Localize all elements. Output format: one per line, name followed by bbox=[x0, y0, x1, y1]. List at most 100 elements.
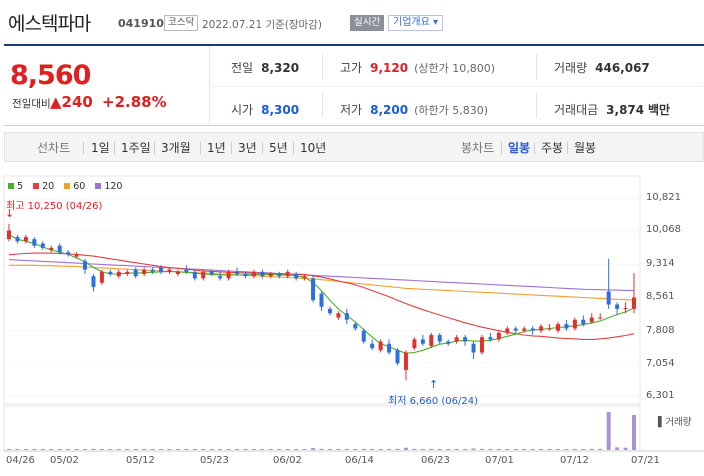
candle-body bbox=[623, 308, 628, 310]
x-tick: 06/14 bbox=[345, 455, 374, 466]
trade-volume: 거래량 446,067 bbox=[554, 61, 650, 75]
candle-body bbox=[479, 337, 484, 353]
high-arrow-icon: ↓ bbox=[5, 207, 15, 220]
tab-line-chart[interactable]: 선차트 bbox=[37, 141, 71, 155]
candle-body bbox=[150, 269, 155, 272]
tab-candle-chart[interactable]: 봉차트 bbox=[461, 141, 495, 155]
volume-bar bbox=[201, 449, 206, 450]
volume-bar bbox=[395, 448, 400, 450]
candle-body bbox=[336, 313, 341, 318]
candle-body bbox=[125, 271, 130, 275]
candle-body bbox=[530, 328, 535, 331]
tab-1year[interactable]: 1년 bbox=[207, 141, 226, 155]
volume-bar bbox=[344, 449, 349, 450]
volume-bar bbox=[167, 449, 172, 450]
tab-1week[interactable]: 1주일 bbox=[121, 141, 151, 155]
volume-bar bbox=[302, 449, 307, 450]
candle-body bbox=[277, 274, 282, 277]
volume-bar bbox=[437, 449, 442, 450]
candle-body bbox=[226, 271, 231, 279]
tab-3years[interactable]: 3년 bbox=[238, 141, 257, 155]
open-price: 시가 8,300 bbox=[231, 103, 300, 117]
tab-weekly[interactable]: 주봉 bbox=[541, 141, 564, 155]
volume-bar bbox=[260, 449, 265, 450]
y-tick: 9,314 bbox=[646, 258, 675, 269]
volume-bar bbox=[74, 449, 79, 450]
volume-bar bbox=[277, 449, 282, 450]
candle-body bbox=[564, 324, 569, 329]
y-tick: 10,068 bbox=[646, 224, 681, 235]
candle-body bbox=[471, 343, 476, 353]
candle-body bbox=[133, 269, 138, 277]
volume-bar bbox=[589, 448, 594, 450]
candle-body bbox=[319, 293, 324, 307]
reference-date: 2022.07.21 기준(장마감) bbox=[202, 19, 322, 31]
volume-bar bbox=[403, 447, 408, 450]
divider bbox=[322, 92, 323, 118]
low-annotation: 최저 6,660 (06/24) bbox=[388, 396, 479, 407]
tab-3months[interactable]: 3개월 bbox=[161, 141, 191, 155]
company-name[interactable]: 에스텍파마 bbox=[8, 13, 91, 35]
legend-ma60: 60 bbox=[64, 181, 85, 192]
candle-body bbox=[454, 337, 459, 342]
change-value: ▲240 bbox=[50, 93, 93, 111]
candle-body bbox=[294, 274, 299, 279]
candle-body bbox=[159, 267, 164, 272]
candle-body bbox=[268, 274, 273, 277]
volume-bar bbox=[606, 412, 611, 450]
candle-body bbox=[108, 271, 113, 275]
up-triangle-icon: ▲ bbox=[50, 93, 62, 111]
volume-bar bbox=[327, 449, 332, 450]
volume-bar bbox=[285, 449, 290, 450]
current-price: 8,560 bbox=[10, 60, 91, 91]
volume-bar bbox=[513, 449, 518, 450]
candle-body bbox=[344, 313, 349, 320]
candle-body bbox=[142, 269, 147, 275]
tab-5years[interactable]: 5년 bbox=[269, 141, 288, 155]
volume-bar bbox=[412, 448, 417, 450]
company-info-dropdown[interactable]: 기업개요 ▾ bbox=[388, 15, 443, 31]
volume-bar bbox=[539, 449, 544, 450]
volume-bar bbox=[311, 448, 316, 450]
candle-body bbox=[589, 317, 594, 322]
ma-line-ma5 bbox=[8, 234, 635, 354]
x-tick: 05/12 bbox=[126, 455, 155, 466]
candle-body bbox=[74, 254, 79, 257]
prev-close: 전일 8,320 bbox=[231, 61, 300, 75]
candle-body bbox=[513, 328, 518, 331]
candle-body bbox=[7, 230, 11, 240]
tab-monthly[interactable]: 월봉 bbox=[574, 141, 597, 155]
x-tick: 07/01 bbox=[485, 455, 514, 466]
divider bbox=[536, 54, 537, 80]
tab-10years[interactable]: 10년 bbox=[300, 141, 327, 155]
volume-bar bbox=[353, 449, 358, 450]
volume-bar bbox=[555, 449, 560, 450]
tab-1day[interactable]: 1일 bbox=[91, 141, 110, 155]
candle-body bbox=[32, 239, 37, 246]
trade-amount: 거래대금 3,874 백만 bbox=[554, 103, 671, 117]
volume-bar bbox=[91, 448, 96, 450]
change-percent: +2.88% bbox=[102, 93, 167, 111]
volume-bar bbox=[66, 449, 71, 450]
candle-body bbox=[49, 247, 54, 251]
candle-body bbox=[615, 304, 620, 309]
tab-daily[interactable]: 일봉 bbox=[508, 141, 531, 155]
candle-body bbox=[361, 330, 366, 342]
ma-line-ma20 bbox=[8, 252, 635, 340]
volume-bar bbox=[505, 449, 510, 450]
realtime-button[interactable]: 실시간 bbox=[350, 15, 385, 31]
volume-bar bbox=[108, 449, 113, 450]
volume-bar bbox=[251, 449, 256, 450]
candle-body bbox=[192, 271, 197, 279]
candle-body bbox=[632, 297, 636, 309]
volume-bar bbox=[361, 448, 366, 450]
plot-frame bbox=[3, 175, 641, 405]
volume-bar bbox=[23, 449, 28, 450]
volume-bar bbox=[125, 449, 130, 450]
x-tick: 07/21 bbox=[631, 455, 660, 466]
high-annotation: 최고 10,250 (04/26) bbox=[6, 201, 103, 212]
candle-body bbox=[555, 324, 560, 331]
low-arrow-icon: ↑ bbox=[429, 378, 439, 391]
y-tick: 10,821 bbox=[646, 192, 681, 203]
